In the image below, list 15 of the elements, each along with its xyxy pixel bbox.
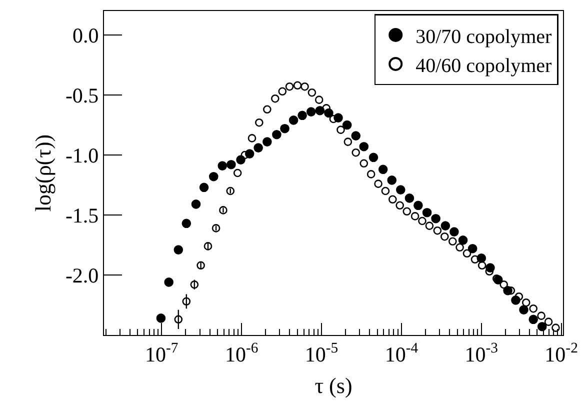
x-tick-label: 10$^{-5}$ — [304, 340, 338, 366]
legend-label: 40/60 copolymer — [416, 54, 552, 77]
x-tick-label: 10$^{-2}$ — [544, 340, 578, 366]
y-tick-label: 0.0 — [72, 23, 99, 48]
x-tick-label: 10$^{-4}$ — [384, 340, 419, 366]
x-axis-title: τ (s) — [314, 373, 352, 398]
y-axis-title: log(ρ(τ)) — [30, 134, 56, 212]
x-tick-label: 10$^{-3}$ — [464, 340, 498, 366]
x-tick-label: 10$^{-7}$ — [145, 340, 178, 366]
legend-label: 30/70 copolymer — [416, 26, 552, 48]
y-tick-label: -1.5 — [65, 203, 99, 228]
y-tick-label: -1.0 — [65, 143, 99, 168]
x-tick-label: 10$^{-6}$ — [224, 340, 258, 366]
y-tick-label: -0.5 — [65, 83, 99, 108]
y-tick-label: -2.0 — [65, 263, 99, 288]
